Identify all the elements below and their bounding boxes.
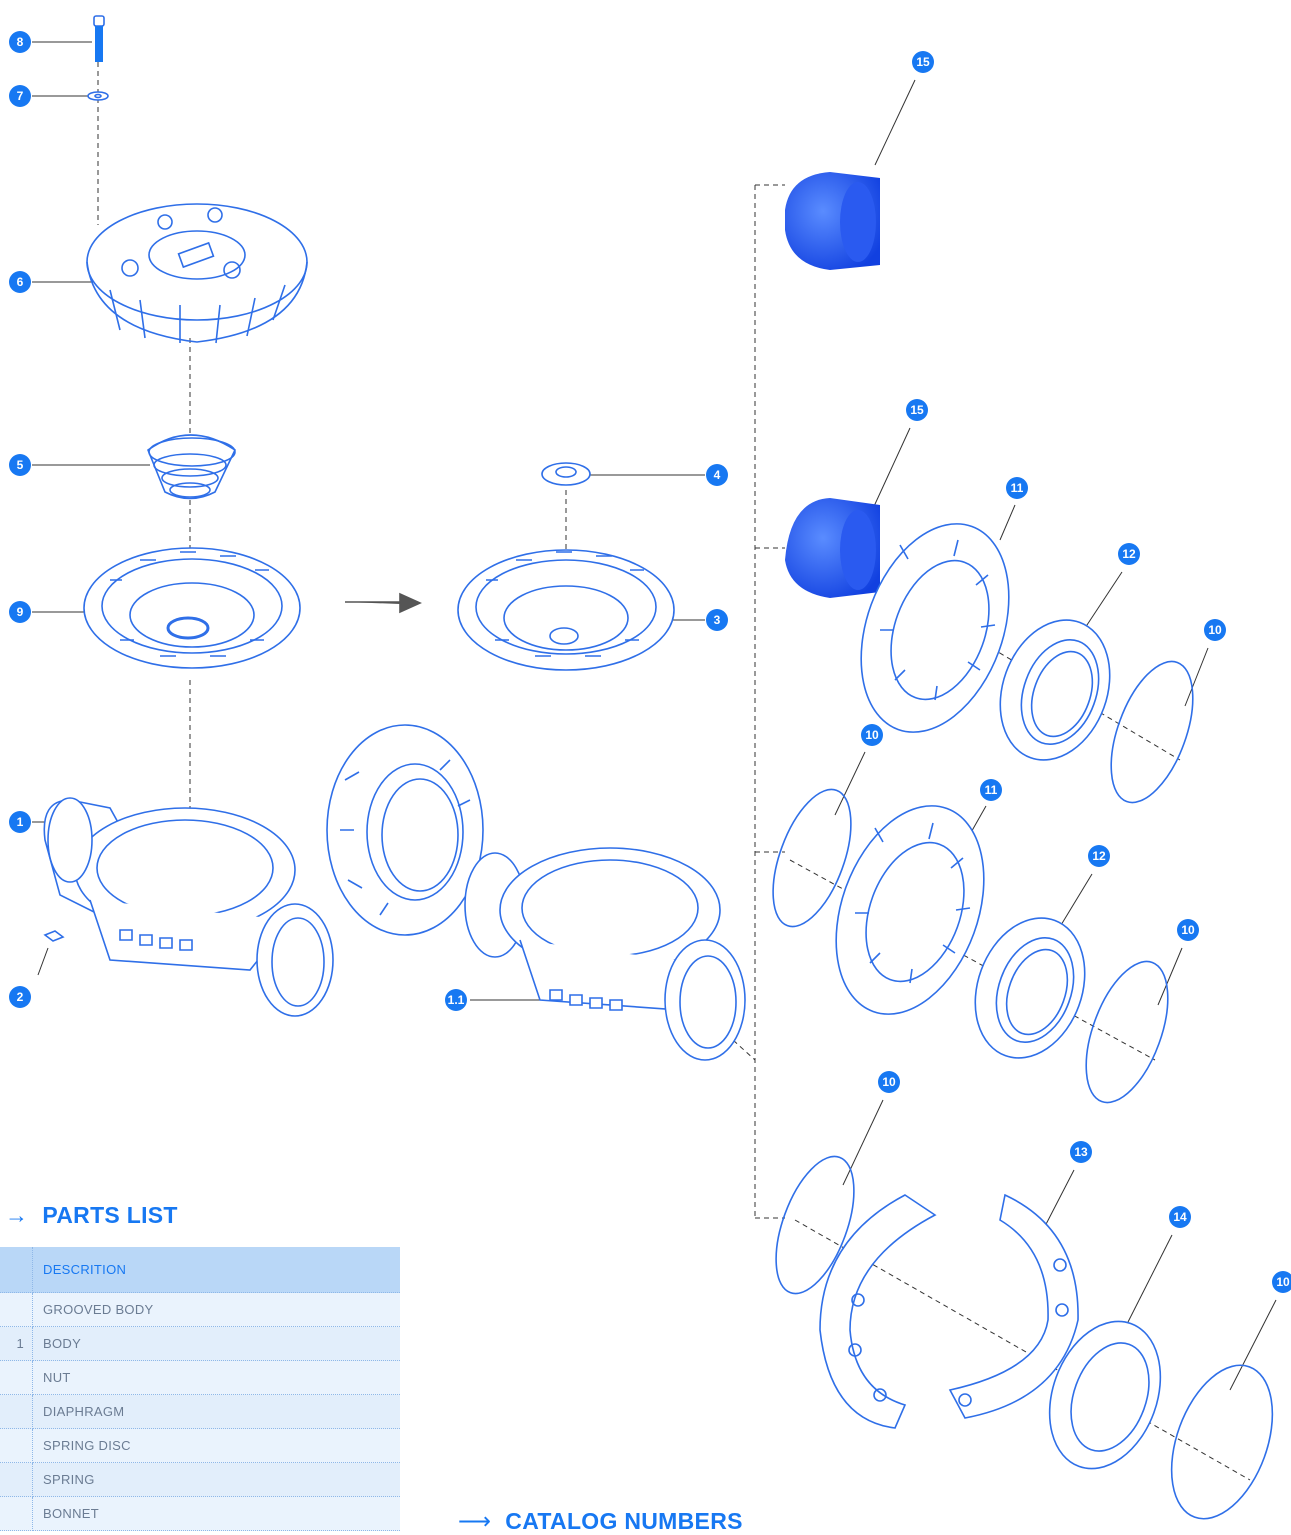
callout-10-b: 10 xyxy=(861,724,883,746)
row-description: SPRING DISC xyxy=(32,1428,400,1463)
row-description: BONNET xyxy=(32,1496,400,1531)
row-number xyxy=(0,1292,33,1327)
table-row: BONNET xyxy=(0,1496,400,1531)
parts-list-heading: → PARTS LIST xyxy=(5,1202,178,1229)
callout-3: 3 xyxy=(706,609,728,631)
row-number xyxy=(0,1428,33,1463)
callout-10-c: 10 xyxy=(1177,919,1199,941)
row-number xyxy=(0,1360,33,1395)
parts-list-table: DESCRITION GROOVED BODY 1 BODY NUT DIAPHR… xyxy=(0,1247,400,1531)
catalog-numbers-heading: ⟶ CATALOG NUMBERS xyxy=(458,1508,743,1535)
callout-1-1: 1.1 xyxy=(445,989,467,1011)
row-description: NUT xyxy=(32,1360,400,1395)
callout-12-lower: 12 xyxy=(1088,845,1110,867)
table-row: DIAPHRAGM xyxy=(0,1394,400,1429)
row-description: GROOVED BODY xyxy=(32,1292,400,1327)
callout-10-d: 10 xyxy=(878,1071,900,1093)
callout-2: 2 xyxy=(9,986,31,1008)
callout-12-upper: 12 xyxy=(1118,543,1140,565)
callout-15-mid: 15 xyxy=(906,399,928,421)
arrow-right-icon: → xyxy=(5,1202,29,1228)
row-number xyxy=(0,1394,33,1429)
catalog-numbers-title: CATALOG NUMBERS xyxy=(505,1508,743,1534)
row-number xyxy=(0,1496,33,1531)
arrow-right-icon: ⟶ xyxy=(458,1508,492,1534)
callout-11-upper: 11 xyxy=(1006,477,1028,499)
callout-6: 6 xyxy=(9,271,31,293)
callout-4: 4 xyxy=(706,464,728,486)
callout-14: 14 xyxy=(1169,1206,1191,1228)
callout-10-e: 10 xyxy=(1272,1271,1291,1293)
table-row: 1 BODY xyxy=(0,1326,400,1361)
table-row: SPRING DISC xyxy=(0,1428,400,1463)
table-header-row: DESCRITION xyxy=(0,1247,400,1293)
row-description: SPRING xyxy=(32,1462,400,1497)
row-description: DIAPHRAGM xyxy=(32,1394,400,1429)
callout-11-lower: 11 xyxy=(980,779,1002,801)
column-header-number xyxy=(0,1247,33,1293)
parts-list-title: PARTS LIST xyxy=(42,1202,178,1228)
callout-5: 5 xyxy=(9,454,31,476)
callout-8: 8 xyxy=(9,31,31,53)
callout-1: 1 xyxy=(9,811,31,833)
callout-7: 7 xyxy=(9,85,31,107)
row-number: 1 xyxy=(0,1326,33,1361)
row-number xyxy=(0,1462,33,1497)
table-row: GROOVED BODY xyxy=(0,1292,400,1327)
callout-13: 13 xyxy=(1070,1141,1092,1163)
row-description: BODY xyxy=(32,1326,400,1361)
column-header-description: DESCRITION xyxy=(32,1247,400,1293)
callout-15-top: 15 xyxy=(912,51,934,73)
callout-10-a: 10 xyxy=(1204,619,1226,641)
callout-9: 9 xyxy=(9,601,31,623)
table-row: SPRING xyxy=(0,1462,400,1497)
table-row: NUT xyxy=(0,1360,400,1395)
